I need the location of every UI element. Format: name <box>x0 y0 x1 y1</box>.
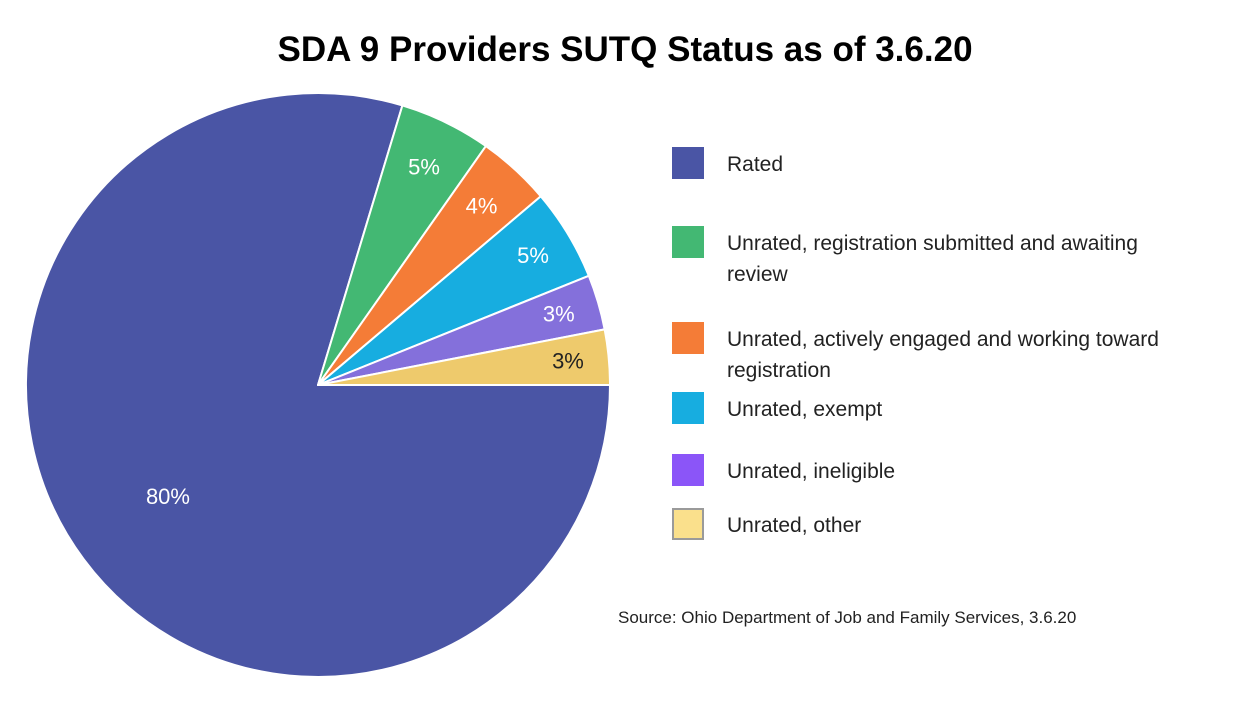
slice-label-rated: 80% <box>146 484 190 509</box>
slice-label-other: 3% <box>552 348 584 373</box>
chart-title: SDA 9 Providers SUTQ Status as of 3.6.20 <box>277 30 973 69</box>
legend-swatch-rated <box>672 147 704 179</box>
legend-label-rated: Rated <box>727 153 784 176</box>
legend-label-actively-engaged: Unrated, actively engaged and working to… <box>727 328 1159 382</box>
legend-label-other: Unrated, other <box>727 514 862 537</box>
legend-label-registration-submitted: Unrated, registration submitted and awai… <box>727 232 1138 286</box>
legend-swatch-ineligible <box>672 454 704 486</box>
slice-label-exempt: 5% <box>517 243 549 268</box>
pie-slice-labels: 80% 5% 4% 5% 3% 3% <box>146 155 584 509</box>
pie-chart: 80% 5% 4% 5% 3% 3% <box>25 92 611 678</box>
legend-swatch-exempt <box>672 392 704 424</box>
slice-label-ineligible: 3% <box>543 301 575 326</box>
legend-label-ineligible: Unrated, ineligible <box>727 460 896 483</box>
legend-swatch-actively-engaged <box>672 322 704 354</box>
pie-slices <box>25 92 611 678</box>
legend-swatch-other <box>672 508 704 540</box>
source-note: Source: Ohio Department of Job and Famil… <box>618 608 1077 627</box>
legend-swatch-registration-submitted <box>672 226 704 258</box>
pie-slice-other <box>317 328 611 386</box>
pie-slice-rated <box>25 92 611 678</box>
slice-label-actively-engaged: 4% <box>466 194 498 219</box>
legend-label-exempt: Unrated, exempt <box>727 398 883 421</box>
slice-label-registration-submitted: 5% <box>408 155 440 180</box>
